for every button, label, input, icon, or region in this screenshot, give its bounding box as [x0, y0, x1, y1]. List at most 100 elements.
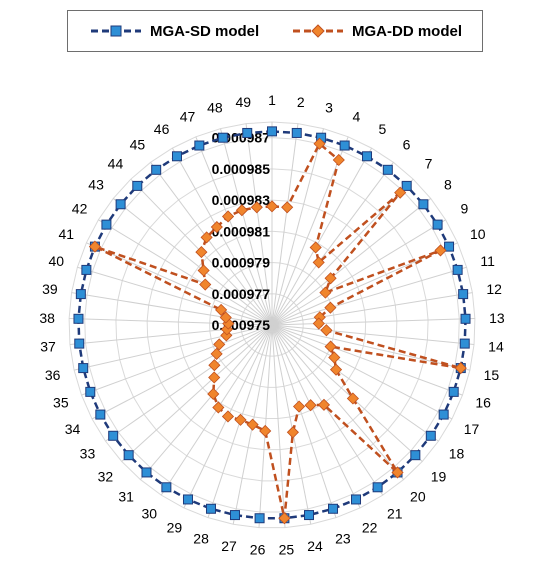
- grid-ring: [177, 230, 367, 419]
- data-point: [217, 132, 228, 143]
- data-point: [351, 494, 362, 505]
- grid-spoke: [271, 317, 475, 326]
- data-point: [329, 363, 343, 376]
- category-label: 20: [410, 488, 426, 504]
- data-point: [242, 127, 253, 138]
- data-point: [304, 510, 315, 521]
- data-point: [418, 199, 429, 210]
- data-point: [215, 303, 228, 316]
- grid-spoke: [271, 266, 467, 326]
- category-label: 5: [379, 121, 387, 137]
- data-point: [235, 204, 248, 217]
- category-label: 48: [207, 99, 223, 115]
- grid-spoke: [271, 324, 423, 462]
- data-point: [265, 200, 279, 213]
- legend-swatch-sd: [91, 25, 141, 37]
- legend-item-sd: MGA-SD model: [90, 11, 259, 51]
- grid-ring: [146, 199, 398, 451]
- grid-ring: [68, 121, 476, 529]
- category-label: 49: [235, 94, 251, 110]
- data-point: [73, 313, 84, 324]
- data-point: [292, 400, 306, 413]
- data-point: [141, 467, 152, 478]
- data-point: [425, 430, 436, 441]
- category-label: 29: [167, 520, 183, 536]
- data-point: [362, 151, 373, 162]
- category-label: 23: [335, 531, 351, 547]
- grid-spoke: [112, 198, 273, 326]
- grid-spoke: [271, 324, 439, 442]
- legend: MGA-SD model MGA-DD model: [67, 10, 483, 52]
- data-point: [324, 340, 337, 353]
- data-point: [458, 289, 469, 300]
- grid-spoke: [271, 136, 349, 326]
- category-label: 25: [279, 542, 295, 558]
- grid-spoke: [73, 324, 273, 371]
- grid-spoke: [271, 198, 432, 326]
- data-point: [171, 151, 182, 162]
- radial-tick-label: 0.000981: [212, 223, 271, 239]
- category-label: 47: [180, 108, 196, 124]
- category-label: 9: [461, 200, 469, 216]
- data-point: [382, 164, 393, 175]
- legend-label-sd: MGA-SD model: [150, 22, 260, 40]
- series-mga-dd: [88, 137, 467, 525]
- data-point: [254, 513, 265, 524]
- data-point: [95, 409, 106, 420]
- data-point: [372, 482, 383, 493]
- category-label: 40: [49, 253, 65, 269]
- data-point: [197, 264, 210, 277]
- category-label: 10: [470, 226, 486, 242]
- radial-tick-label: 0.000977: [212, 286, 271, 302]
- category-label: 33: [80, 446, 96, 462]
- data-point: [219, 311, 232, 324]
- category-label: 39: [42, 281, 58, 297]
- data-point: [454, 362, 467, 375]
- data-point: [317, 398, 331, 411]
- data-point: [346, 392, 359, 405]
- grid-spoke: [271, 123, 299, 326]
- data-point: [448, 386, 459, 397]
- grid-spoke: [271, 128, 324, 326]
- grid-spoke: [245, 123, 273, 326]
- series-line: [94, 141, 462, 519]
- data-point: [250, 201, 263, 214]
- grid-spoke: [220, 128, 273, 326]
- grid-spoke: [271, 324, 453, 420]
- category-label: 8: [444, 177, 452, 193]
- data-point: [194, 140, 205, 151]
- data-point: [221, 410, 235, 423]
- data-point: [151, 164, 162, 175]
- data-point: [438, 409, 449, 420]
- data-point: [212, 401, 225, 414]
- data-point: [312, 256, 325, 269]
- category-label: 17: [464, 421, 480, 437]
- data-point: [182, 494, 193, 505]
- legend-item-dd: MGA-DD model: [292, 11, 462, 51]
- category-label: 6: [403, 137, 411, 153]
- data-point: [267, 126, 277, 137]
- grid-spoke: [171, 147, 273, 326]
- category-label: 38: [39, 310, 55, 326]
- data-point: [115, 199, 126, 210]
- data-point: [75, 289, 86, 300]
- data-point: [132, 180, 143, 191]
- data-point: [205, 503, 216, 514]
- data-point: [221, 210, 235, 223]
- grid-spoke: [271, 324, 475, 345]
- category-label: 24: [307, 538, 323, 554]
- grid-spoke: [271, 324, 404, 480]
- category-label: 28: [193, 531, 209, 547]
- data-point: [207, 387, 220, 401]
- data-point: [394, 186, 407, 199]
- grid-spoke: [271, 324, 463, 396]
- grid-spoke: [271, 147, 373, 326]
- data-point: [324, 301, 337, 314]
- category-label: 22: [362, 520, 378, 536]
- data-point: [234, 413, 247, 426]
- radial-tick-label: 0.000975: [212, 317, 271, 333]
- category-label: 12: [486, 281, 502, 297]
- category-label: 11: [480, 253, 495, 269]
- data-point: [85, 386, 96, 397]
